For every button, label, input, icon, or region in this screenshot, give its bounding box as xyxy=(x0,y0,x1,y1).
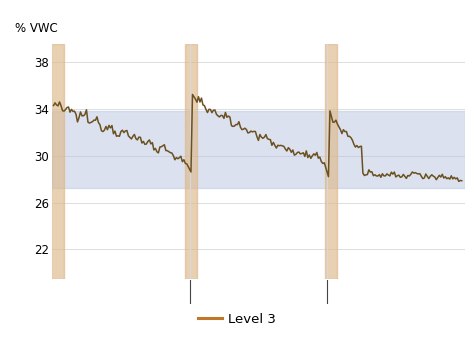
Bar xyxy=(185,44,197,279)
Bar xyxy=(52,44,64,279)
Text: Week 1: Week 1 xyxy=(91,285,151,299)
Legend: Level 3: Level 3 xyxy=(192,308,282,331)
Text: Week 2: Week 2 xyxy=(228,285,289,299)
Bar xyxy=(325,44,337,279)
Text: Week 3: Week 3 xyxy=(365,285,426,299)
Bar xyxy=(52,111,465,188)
Text: % VWC: % VWC xyxy=(15,22,58,34)
